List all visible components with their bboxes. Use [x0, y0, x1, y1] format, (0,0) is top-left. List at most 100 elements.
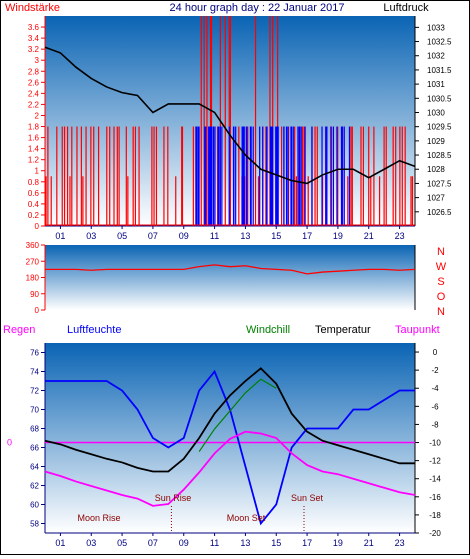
temperature-axis-tick-label: -6	[431, 402, 439, 411]
sun-rise-label: Sun Rise	[155, 493, 192, 503]
time-tick-label: 13	[240, 231, 250, 241]
series-temperatur-line	[44, 367, 415, 473]
humidity-axis-tick-label: 64	[30, 463, 39, 472]
pressure-axis-tick-label: 1027.5	[427, 179, 452, 188]
humidity-axis-tick-label: 58	[30, 520, 39, 529]
time-tick-label: 21	[364, 231, 374, 241]
time-tick-label: 15	[271, 538, 281, 548]
humidity-axis-tick-label: 74	[30, 368, 39, 377]
pressure-axis-tick-label: 1030.5	[427, 94, 452, 103]
temperature-axis-tick-label: -18	[429, 511, 441, 520]
time-tick-label: 21	[364, 538, 374, 548]
wind-axis-tick-label: 2.8	[28, 67, 40, 76]
temperature-axis-tick-label: -2	[431, 366, 439, 375]
time-tick-label: 03	[86, 538, 96, 548]
wind-axis-tick-label: 1.6	[28, 134, 40, 143]
time-tick-label: 05	[117, 538, 127, 548]
wind-axis-tick-label: 2.6	[28, 78, 40, 87]
series-taupunkt-line	[44, 430, 416, 507]
direction-letter: S	[437, 276, 444, 288]
taupunkt-label: Taupunkt	[395, 324, 440, 336]
series-luftfeuchte-line	[45, 369, 415, 526]
pressure-axis-tick-label: 1032	[427, 52, 445, 61]
direction-letter: N	[437, 306, 445, 318]
temperature-axis-tick-label: -12	[429, 457, 441, 466]
wind-axis-tick-label: 2.2	[28, 100, 40, 109]
wind-axis-tick-label: 3.2	[28, 45, 40, 54]
time-tick-label: 19	[333, 231, 343, 241]
windchill-label: Windchill	[246, 324, 290, 336]
pressure-axis-tick-label: 1027	[427, 194, 445, 203]
pressure-axis-tick-label: 1031	[427, 80, 445, 89]
pressure-axis-tick-label: 1033	[427, 23, 445, 32]
chart-title: 24 hour graph day : 22 Januar 2017	[170, 2, 345, 14]
humidity-axis-tick-label: 68	[30, 425, 39, 434]
humidity-axis-tick-label: 66	[30, 444, 39, 453]
pressure-axis-tick-label: 1028	[427, 165, 445, 174]
temperature-axis-tick-label: 0	[433, 348, 438, 357]
direction-axis-tick-label: 90	[30, 290, 39, 299]
direction-axis-tick-label: 0	[35, 306, 40, 315]
wind-axis-tick-label: 3.4	[28, 34, 40, 43]
wind-layer	[45, 16, 415, 226]
wind-axis-tick-label: 1	[35, 167, 40, 176]
temperatur-label: Temperatur	[315, 324, 371, 336]
time-tick-label: 09	[179, 231, 189, 241]
temperature-axis-tick-label: -16	[429, 493, 441, 502]
time-tick-label: 07	[148, 231, 158, 241]
pressure-axis-tick-label: 1030	[427, 108, 445, 117]
wind-axis-tick-label: 1.8	[28, 123, 40, 132]
time-tick-label: 07	[148, 538, 158, 548]
wind-axis-title: Windstärke	[5, 2, 60, 14]
rain-zero-label: 0	[7, 438, 12, 448]
pressure-axis-tick-label: 1028.5	[427, 151, 452, 160]
pressure-axis-tick-label: 1032.5	[427, 38, 452, 47]
pressure-axis-tick-label: 1026.5	[427, 208, 452, 217]
humidity-axis-tick-label: 62	[30, 482, 39, 491]
time-tick-label: 09	[179, 538, 189, 548]
wind-axis-tick-label: 3	[35, 56, 40, 65]
luftfeuchte-label: Luftfeuchte	[67, 324, 121, 336]
wind-direction-panel	[45, 245, 415, 310]
pressure-axis-title: Luftdruck	[383, 2, 429, 14]
time-tick-label: 19	[333, 538, 343, 548]
series-windchill-line	[198, 378, 277, 452]
humidity-axis-tick-label: 72	[30, 387, 39, 396]
wind-axis-tick-label: 2.4	[28, 89, 40, 98]
wind-axis-tick-label: 3.6	[28, 23, 40, 32]
direction-axis-tick-label: 360	[26, 241, 40, 250]
wind-axis-tick-label: 0.8	[28, 178, 40, 187]
wind-axis-tick-label: 0.2	[28, 211, 40, 220]
humidity-axis-tick-label: 60	[30, 501, 39, 510]
direction-line	[45, 264, 416, 275]
time-tick-label: 17	[302, 538, 312, 548]
wind-axis-tick-label: 2	[35, 111, 40, 120]
regen-label: Regen	[3, 324, 35, 336]
pressure-line	[44, 46, 416, 185]
time-tick-label: 11	[210, 231, 219, 241]
moon-rise-label: Moon Rise	[77, 513, 120, 523]
direction-axis-tick-label: 270	[26, 257, 40, 266]
time-tick-label: 05	[117, 231, 127, 241]
direction-axis-tick-label: 180	[26, 274, 40, 283]
time-tick-label: 13	[240, 538, 250, 548]
temperature-axis-tick-label: -10	[429, 439, 441, 448]
pressure-axis-tick-label: 1029.5	[427, 123, 452, 132]
wind-axis-tick-label: 0	[35, 222, 40, 231]
temperature-axis-tick-label: -20	[429, 529, 441, 538]
moon-set-label: Moon Set	[227, 513, 266, 523]
time-tick-label: 01	[55, 231, 65, 241]
temperature-axis-tick-label: -8	[431, 420, 439, 429]
pressure-axis-tick-label: 1031.5	[427, 66, 452, 75]
time-tick-label: 03	[86, 231, 96, 241]
time-tick-label: 01	[55, 538, 65, 548]
humidity-axis-tick-label: 76	[30, 349, 39, 358]
sun-set-label: Sun Set	[291, 493, 324, 503]
wind-axis-tick-label: 1.2	[28, 156, 40, 165]
axes-layer: 0 0.2 0.4 0.6 0.8 1 1.2 1.4 1.6 1.8 2 2.2 2.4 2.6 2.8 3…	[26, 16, 452, 548]
wind-axis-tick-label: 0.6	[28, 189, 40, 198]
direction-letter: O	[437, 291, 446, 303]
time-tick-label: 17	[302, 231, 312, 241]
